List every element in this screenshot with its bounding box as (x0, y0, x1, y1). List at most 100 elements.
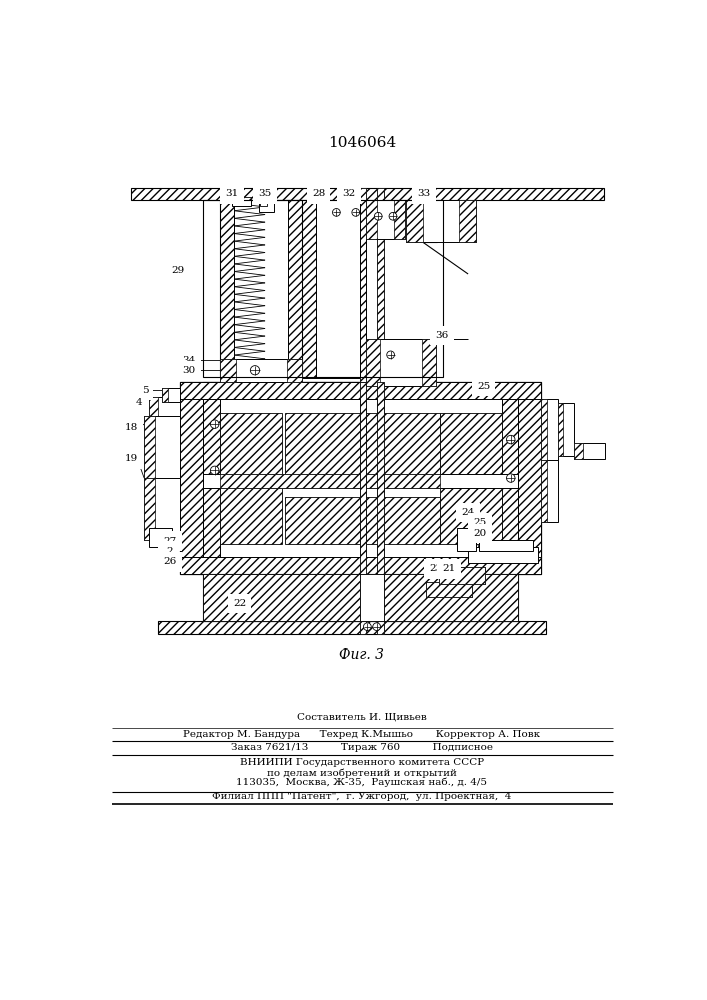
Text: 24: 24 (462, 508, 474, 517)
Bar (260, 200, 267, 206)
Bar (360, 399, 366, 553)
Text: 36: 36 (435, 331, 448, 340)
Text: 29: 29 (171, 266, 184, 275)
Bar (220, 399, 360, 557)
Bar (558, 403, 573, 456)
Bar (203, 200, 443, 377)
Bar (285, 497, 360, 544)
Text: 5: 5 (141, 386, 148, 395)
Bar (394, 200, 404, 239)
Text: 31: 31 (225, 189, 238, 198)
Bar (366, 413, 440, 474)
Text: ВНИИПИ Государственного комитета СССР: ВНИИПИ Государственного комитета СССР (240, 758, 484, 767)
Text: 21: 21 (442, 564, 455, 573)
Bar (459, 200, 476, 242)
Bar (158, 620, 546, 634)
Text: 18: 18 (124, 424, 138, 432)
Text: 28: 28 (312, 189, 325, 198)
Circle shape (387, 351, 395, 359)
Bar (406, 200, 476, 242)
Bar (162, 388, 168, 402)
Circle shape (506, 435, 515, 444)
Bar (180, 382, 541, 399)
Circle shape (211, 420, 219, 428)
Bar (360, 574, 384, 620)
Bar (366, 200, 377, 239)
Bar (360, 382, 366, 574)
Text: 23: 23 (429, 564, 442, 573)
Bar (502, 399, 518, 557)
Bar (220, 200, 234, 377)
Bar (220, 474, 360, 488)
Bar (558, 403, 563, 456)
Bar (541, 399, 547, 460)
Bar (203, 399, 220, 557)
Text: 20: 20 (473, 529, 486, 538)
Bar (541, 399, 558, 460)
Bar (378, 188, 384, 634)
Bar (162, 388, 180, 402)
Bar (203, 574, 360, 620)
Bar (457, 528, 476, 551)
Text: Редактор М. Бандура      Техред К.Мышьо       Корректор А. Повк: Редактор М. Бандура Техред К.Мышьо Корре… (183, 730, 541, 739)
Bar (180, 382, 541, 574)
Bar (406, 200, 423, 242)
Bar (479, 540, 533, 551)
Circle shape (506, 474, 515, 482)
Bar (468, 547, 538, 563)
Bar (220, 188, 235, 200)
Bar (288, 200, 303, 377)
Text: Фиг. 3: Фиг. 3 (339, 648, 385, 662)
Circle shape (250, 366, 259, 375)
Text: 19: 19 (124, 454, 138, 463)
Bar (366, 339, 380, 386)
Text: 2: 2 (166, 547, 173, 556)
Bar (144, 416, 155, 478)
Text: 1046064: 1046064 (328, 136, 396, 150)
Bar (366, 474, 440, 488)
Bar (366, 497, 440, 544)
Text: 4: 4 (136, 398, 142, 407)
Bar (360, 188, 366, 634)
Text: по делам изобретений и открытий: по делам изобретений и открытий (267, 768, 457, 778)
Text: 35: 35 (259, 189, 271, 198)
Circle shape (373, 623, 380, 631)
Circle shape (211, 466, 219, 475)
Bar (180, 557, 541, 574)
Bar (378, 188, 384, 634)
Bar (131, 188, 604, 200)
Bar (426, 582, 472, 597)
Bar (149, 397, 180, 416)
Bar (366, 339, 436, 386)
Bar (573, 443, 583, 459)
Bar (303, 200, 316, 377)
Text: 25: 25 (477, 382, 490, 391)
Text: 26: 26 (163, 557, 176, 566)
Bar (421, 339, 436, 386)
Bar (234, 200, 288, 377)
Bar (438, 567, 485, 584)
Text: 34: 34 (182, 356, 196, 365)
Bar (149, 397, 158, 416)
Text: 33: 33 (417, 189, 431, 198)
Bar (232, 197, 251, 200)
Text: 113035,  Москва, Ж-35,  Раушская наб., д. 4/5: 113035, Москва, Ж-35, Раушская наб., д. … (236, 777, 487, 787)
Circle shape (332, 209, 340, 216)
Bar (316, 200, 360, 377)
Text: 22: 22 (233, 599, 246, 608)
Circle shape (352, 209, 360, 216)
Bar (309, 188, 317, 200)
Bar (220, 413, 282, 544)
Bar (144, 416, 180, 478)
Bar (149, 528, 172, 547)
Bar (180, 382, 203, 574)
Text: Заказ 7621/13          Тираж 760          Подписное: Заказ 7621/13 Тираж 760 Подписное (231, 743, 493, 752)
Text: 27: 27 (163, 537, 176, 546)
Circle shape (374, 212, 382, 220)
Circle shape (363, 623, 371, 631)
Bar (573, 443, 604, 459)
Bar (426, 582, 472, 597)
Text: 32: 32 (342, 189, 356, 198)
Bar (203, 574, 518, 620)
Bar (518, 382, 541, 574)
